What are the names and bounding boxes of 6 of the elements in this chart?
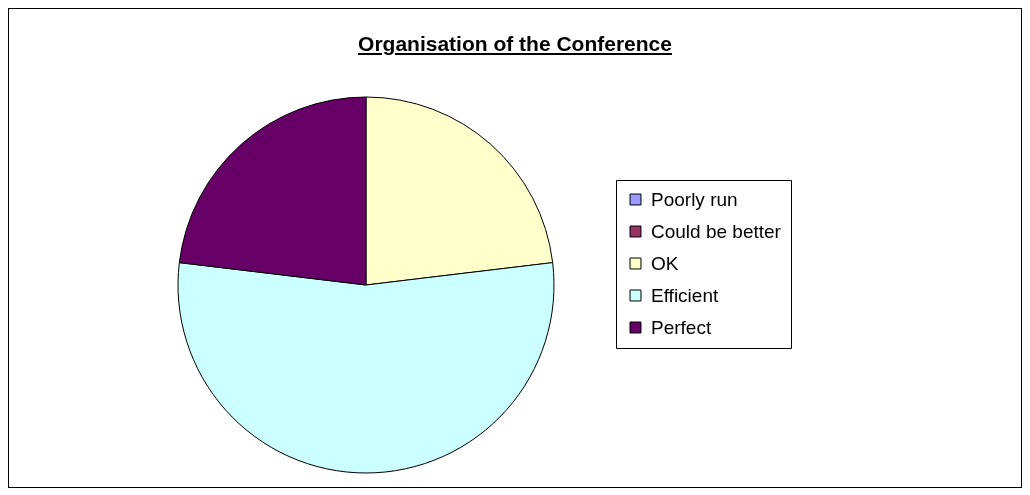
legend-label: Poorly run	[651, 188, 738, 210]
legend-label: Perfect	[651, 316, 712, 338]
legend-label: Could be better	[651, 220, 782, 242]
chart-title: Organisation of the Conference	[357, 32, 673, 56]
legend-label: Efficient	[651, 284, 719, 306]
legend-label: OK	[651, 252, 679, 274]
